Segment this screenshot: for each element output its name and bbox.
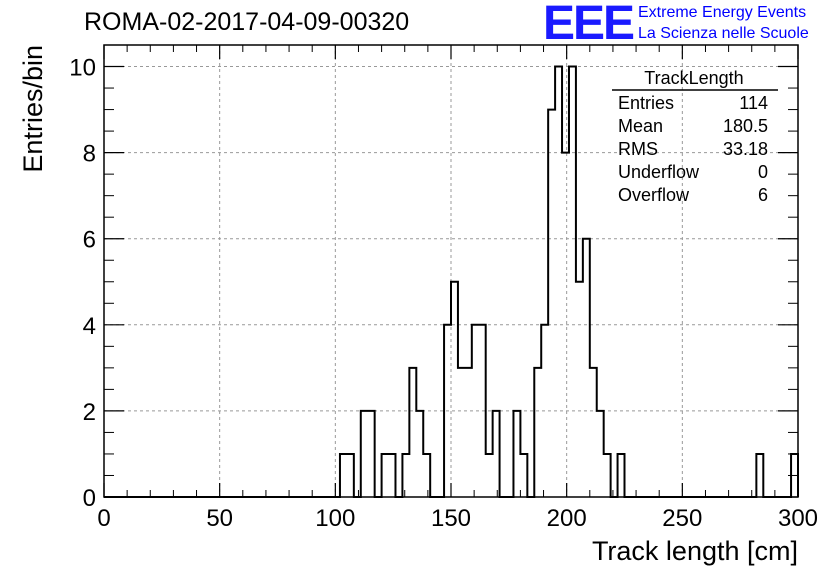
stats-box: TrackLength Entries 114 Mean 180.5 RMS 33.18 U… bbox=[612, 68, 778, 205]
logo-line-2: La Scienza nelle Scuole bbox=[638, 25, 809, 42]
plot-frame bbox=[103, 44, 799, 498]
stats-label: Entries bbox=[618, 93, 674, 113]
stats-label: Mean bbox=[618, 116, 663, 136]
tick-labels: 0 50 100 150 200 250 300 0 2 4 6 8 10 bbox=[69, 55, 818, 532]
stats-value: 6 bbox=[758, 185, 768, 205]
x-tick-label: 300 bbox=[778, 505, 818, 532]
y-axis-title: Entries/bin bbox=[18, 45, 48, 173]
x-tick-label: 200 bbox=[547, 505, 587, 532]
y-tick-label: 8 bbox=[83, 141, 96, 168]
stats-value: 33.18 bbox=[723, 139, 768, 159]
y-tick-label: 6 bbox=[83, 227, 96, 254]
x-axis-title: Track length [cm] bbox=[592, 536, 798, 566]
stats-title: TrackLength bbox=[644, 68, 743, 88]
stats-rows: Entries 114 Mean 180.5 RMS 33.18 Underflow 0 Ove… bbox=[618, 93, 768, 205]
logo-line-1: Extreme Energy Events bbox=[638, 4, 807, 21]
grid bbox=[104, 45, 798, 497]
stats-value: 180.5 bbox=[723, 116, 768, 136]
x-tick-label: 150 bbox=[431, 505, 471, 532]
y-tick-label: 0 bbox=[83, 485, 96, 512]
stats-label: RMS bbox=[618, 139, 658, 159]
x-tick-label: 100 bbox=[315, 505, 355, 532]
x-tick-label: 0 bbox=[97, 505, 110, 532]
y-tick-label: 2 bbox=[83, 399, 96, 426]
stats-label: Overflow bbox=[618, 185, 690, 205]
stats-label: Underflow bbox=[618, 162, 700, 182]
stats-value: 114 bbox=[739, 93, 768, 113]
x-tick-label: 250 bbox=[662, 505, 702, 532]
x-tick-label: 50 bbox=[206, 505, 233, 532]
y-tick-label: 4 bbox=[83, 313, 96, 340]
y-tick-label: 10 bbox=[69, 55, 96, 82]
stats-value: 0 bbox=[758, 162, 768, 182]
eee-logo: EEE bbox=[543, 0, 635, 50]
run-title: ROMA-02-2017-04-09-00320 bbox=[84, 8, 410, 36]
